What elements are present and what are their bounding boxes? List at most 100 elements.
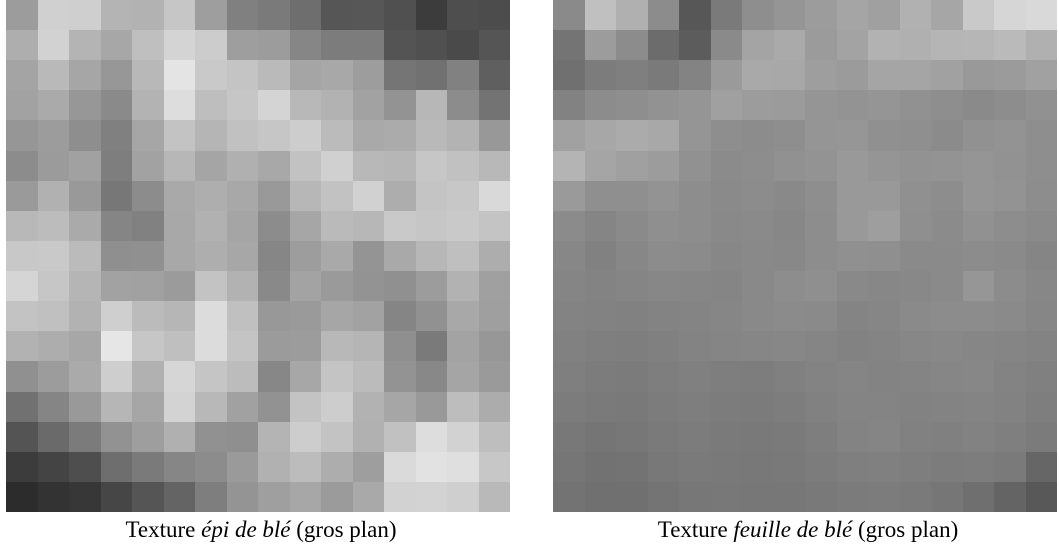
texture-cell [132, 301, 164, 332]
texture-cell [1025, 150, 1057, 181]
texture-cell [226, 0, 258, 31]
texture-cell [289, 301, 321, 332]
texture-cell [994, 150, 1026, 181]
texture-cell [100, 90, 132, 121]
texture-cell [710, 120, 742, 151]
texture-cell [6, 120, 38, 151]
texture-cell [584, 451, 616, 482]
texture-cell [6, 180, 38, 211]
texture-cell [321, 30, 353, 61]
texture-cell [447, 421, 479, 452]
texture-cell [742, 391, 774, 422]
texture-cell [710, 0, 742, 31]
texture-cell [226, 421, 258, 452]
texture-cell [742, 301, 774, 332]
texture-cell [289, 30, 321, 61]
texture-cell [553, 0, 585, 31]
texture-cell [899, 271, 931, 302]
texture-cell [773, 451, 805, 482]
texture-cell [994, 271, 1026, 302]
texture-cell [994, 481, 1026, 512]
texture-cell [931, 481, 963, 512]
texture-cell [868, 481, 900, 512]
texture-cell [962, 90, 994, 121]
texture-cell [352, 120, 384, 151]
caption-epi-prefix: Texture [125, 517, 202, 542]
texture-cell [258, 361, 290, 392]
texture-cell [69, 0, 101, 31]
texture-cell [962, 451, 994, 482]
texture-cell [868, 180, 900, 211]
texture-cell [868, 30, 900, 61]
texture-cell [931, 90, 963, 121]
texture-cell [931, 271, 963, 302]
texture-cell [100, 180, 132, 211]
texture-cell [836, 90, 868, 121]
texture-cell [258, 120, 290, 151]
texture-cell [163, 60, 195, 91]
texture-cell [69, 301, 101, 332]
texture-cell [415, 0, 447, 31]
texture-cell [994, 301, 1026, 332]
texture-cell [710, 271, 742, 302]
texture-cell [258, 180, 290, 211]
texture-cell [100, 451, 132, 482]
texture-cell [478, 60, 510, 91]
texture-cell [742, 150, 774, 181]
texture-cell [742, 451, 774, 482]
texture-cell [100, 30, 132, 61]
texture-cell [584, 150, 616, 181]
texture-cell [69, 271, 101, 302]
texture-cell [226, 180, 258, 211]
texture-cell [258, 301, 290, 332]
texture-cell [321, 331, 353, 362]
texture-cell [132, 240, 164, 272]
texture-cell [321, 240, 353, 272]
texture-cell [289, 150, 321, 181]
texture-cell [553, 120, 585, 151]
texture-cell [132, 451, 164, 482]
texture-cell [647, 60, 679, 91]
texture-cell [447, 391, 479, 422]
texture-cell [868, 60, 900, 91]
texture-cell [415, 391, 447, 422]
texture-cell [899, 180, 931, 211]
texture-cell [805, 90, 837, 121]
texture-cell [931, 451, 963, 482]
texture-cell [679, 271, 711, 302]
texture-cell [289, 60, 321, 91]
texture-cell [805, 331, 837, 362]
texture-cell [994, 120, 1026, 151]
texture-cell [679, 481, 711, 512]
texture-cell [321, 90, 353, 121]
texture-cell [289, 481, 321, 512]
texture-cell [994, 60, 1026, 91]
texture-cell [352, 150, 384, 181]
texture-cell [163, 481, 195, 512]
texture-cell [742, 90, 774, 121]
texture-cell [931, 120, 963, 151]
texture-cell [1025, 331, 1057, 362]
texture-cell [679, 0, 711, 31]
texture-cell [773, 271, 805, 302]
texture-cell [69, 421, 101, 452]
texture-cell [478, 150, 510, 181]
texture-cell [616, 210, 648, 241]
texture-cell [37, 210, 69, 241]
texture-cell [37, 120, 69, 151]
texture-cell [836, 30, 868, 61]
texture-cell [132, 210, 164, 241]
texture-cell [258, 421, 290, 452]
texture-cell [6, 301, 38, 332]
texture-cell [962, 150, 994, 181]
texture-cell [742, 481, 774, 512]
texture-cell [195, 451, 227, 482]
texture-cell [553, 331, 585, 362]
texture-cell [352, 481, 384, 512]
texture-cell [289, 451, 321, 482]
texture-cell [616, 481, 648, 512]
texture-cell [836, 60, 868, 91]
texture-cell [195, 150, 227, 181]
texture-cell [742, 361, 774, 392]
texture-cell [289, 0, 321, 31]
